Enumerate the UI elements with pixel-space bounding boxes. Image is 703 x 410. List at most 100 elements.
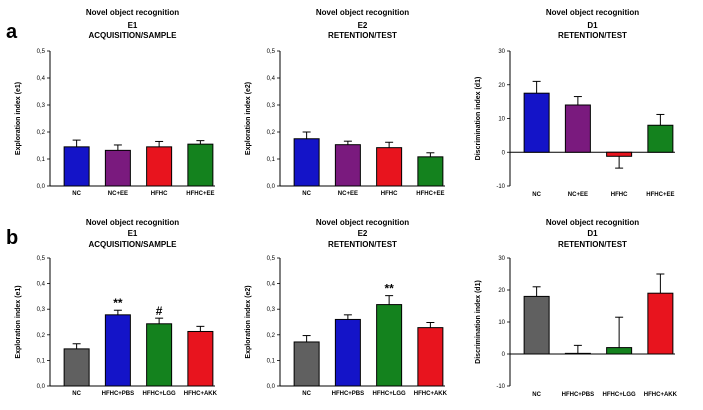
bar-HFHC+AKK: [417, 327, 444, 387]
bar-HFHC: [606, 151, 633, 157]
y-tick-label: 0,5: [267, 256, 276, 262]
y-tick-label: 0,1: [37, 358, 46, 364]
chart-title-line: D1: [587, 21, 598, 30]
y-tick-label: 0: [502, 352, 506, 358]
y-tick-label: 0,0: [37, 184, 46, 190]
bar-HFHC+EE: [187, 143, 214, 187]
bar-HFHC+PBS: [564, 352, 591, 355]
x-tick-label: NC: [302, 191, 311, 197]
x-tick-label: HFHC+AKK: [644, 392, 678, 398]
bar-HFHC+EE: [647, 124, 674, 153]
y-tick-label: -10: [496, 384, 505, 390]
row-letter-a: a: [6, 21, 18, 43]
y-axis-label: Exploration index (e2): [245, 82, 252, 155]
y-tick-label: 10: [498, 117, 505, 123]
y-tick-label: 0: [502, 150, 506, 156]
y-tick-label: 0,0: [37, 384, 46, 390]
y-axis-label: Discrimination index (d1): [475, 280, 482, 364]
chart-title-line: ACQUISITION/SAMPLE: [88, 240, 177, 249]
chart-title-line: RETENTION/TEST: [328, 240, 397, 249]
y-tick-label: 20: [498, 83, 505, 89]
bar-NC: [523, 295, 550, 355]
chart-title-line: E2: [358, 21, 368, 30]
y-tick-label: 0,3: [37, 307, 46, 313]
y-tick-label: 0,2: [267, 130, 276, 136]
bar-HFHC+AKK: [647, 292, 674, 355]
bar-HFHC+LGG: [606, 347, 633, 355]
chart-panel-1-2: Novel object recognition D1 RETENTION/TEST…: [475, 218, 678, 398]
significance-label: #: [156, 304, 163, 318]
x-tick-label: NC: [72, 191, 81, 197]
x-tick-label: HFHC+LGG: [603, 392, 637, 398]
x-tick-label: NC+EE: [338, 191, 358, 197]
bar-HFHC: [376, 147, 403, 187]
bar-HFHC+LGG: [376, 304, 403, 387]
chart-title-line: RETENTION/TEST: [328, 31, 397, 40]
chart-title-line: ACQUISITION/SAMPLE: [88, 31, 177, 40]
y-axis-label: Discrimination index (d1): [475, 77, 482, 161]
chart-title-line: D1: [587, 229, 598, 238]
chart-title-line: Novel object recognition: [86, 218, 179, 227]
y-tick-label: 0,3: [267, 307, 276, 313]
chart-title-line: Novel object recognition: [316, 218, 409, 227]
y-tick-label: 0,0: [267, 184, 276, 190]
chart-title-line: E2: [358, 229, 368, 238]
bar-NC+EE: [334, 144, 361, 187]
x-tick-label: HFHC+EE: [186, 191, 214, 197]
chart-title-line: E1: [128, 229, 138, 238]
y-tick-label: -10: [496, 184, 505, 190]
chart-title-line: Novel object recognition: [86, 8, 179, 17]
y-tick-label: 10: [498, 320, 505, 326]
chart-title-line: E1: [128, 21, 138, 30]
bar-NC: [293, 138, 320, 187]
chart-title-line: RETENTION/TEST: [558, 31, 627, 40]
chart-panel-0-0: Novel object recognition E1ACQUISITION/SA…: [15, 8, 215, 197]
bar-HFHC: [146, 146, 173, 187]
bar-HFHC+PBS: [334, 318, 361, 387]
y-tick-label: 30: [498, 49, 505, 55]
x-tick-label: HFHC+EE: [416, 191, 444, 197]
x-tick-label: NC+EE: [108, 191, 128, 197]
y-tick-label: 0,0: [267, 384, 276, 390]
bar-NC+EE: [104, 149, 131, 187]
y-tick-label: 0,3: [267, 103, 276, 109]
y-tick-label: 0,2: [37, 130, 46, 136]
significance-label: **: [384, 282, 394, 296]
y-tick-label: 0,4: [267, 76, 276, 82]
x-tick-label: HFHC: [151, 191, 168, 197]
y-tick-label: 0,5: [267, 49, 276, 55]
bar-HFHC+EE: [417, 156, 444, 187]
bar-HFHC+AKK: [187, 330, 214, 387]
y-tick-label: 30: [498, 256, 505, 262]
x-tick-label: NC: [72, 391, 81, 397]
bar-NC: [63, 348, 90, 387]
bar-NC: [523, 92, 550, 153]
y-tick-label: 0,5: [37, 256, 46, 262]
chart-panel-0-1: Novel object recognition E2RETENTION/TEST…: [245, 8, 445, 197]
x-tick-label: HFHC+LGG: [373, 391, 407, 397]
chart-panel-1-0: Novel object recognition E1 ACQUISITION/SA…: [15, 218, 218, 397]
chart-panels: Novel object recognitionE1ACQUISITION/SA…: [15, 8, 678, 398]
chart-title-line: RETENTION/TEST: [558, 240, 627, 249]
x-tick-label: NC: [302, 391, 311, 397]
y-tick-label: 0,1: [37, 157, 46, 163]
chart-panel-1-1: Novel object recognition E2 RETENTION/TEST…: [245, 218, 448, 397]
x-tick-label: HFHC+LGG: [143, 391, 177, 397]
y-tick-label: 20: [498, 288, 505, 294]
significance-label: **: [113, 296, 123, 310]
bar-HFHC+LGG: [146, 323, 173, 387]
x-tick-label: HFHC+PBS: [102, 391, 135, 397]
y-tick-label: 0,4: [37, 282, 46, 288]
bar-NC+EE: [564, 104, 591, 153]
x-tick-label: HFHC+AKK: [184, 391, 218, 397]
x-tick-label: HFHC+PBS: [562, 392, 595, 398]
chart-title-line: Novel object recognition: [546, 218, 639, 227]
x-tick-label: NC: [532, 392, 541, 398]
chart-title-line: Novel object recognition: [316, 8, 409, 17]
x-tick-label: HFHC: [611, 192, 628, 198]
bar-NC: [63, 146, 90, 187]
y-axis-label: Exploration index (e1): [15, 82, 22, 155]
y-tick-label: 0,2: [267, 333, 276, 339]
y-tick-label: 0,4: [267, 282, 276, 288]
